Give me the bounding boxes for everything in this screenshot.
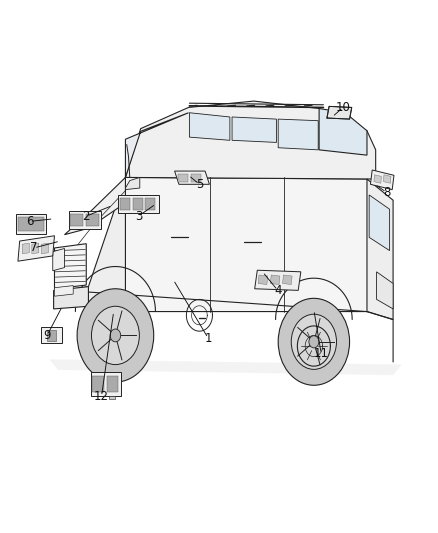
Text: 9: 9: [43, 329, 51, 342]
Polygon shape: [374, 175, 381, 183]
Polygon shape: [92, 376, 104, 392]
Circle shape: [278, 298, 350, 385]
Text: 5: 5: [196, 178, 203, 191]
Polygon shape: [254, 270, 301, 290]
Polygon shape: [283, 275, 292, 285]
Polygon shape: [270, 275, 280, 285]
Polygon shape: [125, 113, 188, 177]
Polygon shape: [278, 119, 318, 150]
Polygon shape: [71, 214, 83, 226]
Polygon shape: [32, 243, 39, 254]
Polygon shape: [22, 243, 29, 254]
Circle shape: [291, 314, 336, 369]
Polygon shape: [54, 244, 86, 289]
Polygon shape: [86, 214, 99, 226]
Circle shape: [309, 336, 319, 348]
Polygon shape: [42, 243, 48, 254]
Circle shape: [92, 306, 139, 365]
Polygon shape: [118, 195, 159, 213]
Polygon shape: [54, 286, 73, 296]
Polygon shape: [41, 327, 62, 343]
Text: 12: 12: [94, 390, 109, 403]
Circle shape: [110, 329, 121, 342]
Text: 10: 10: [336, 101, 350, 114]
Polygon shape: [232, 117, 276, 142]
Polygon shape: [300, 329, 328, 363]
Polygon shape: [125, 101, 376, 179]
Polygon shape: [369, 195, 390, 251]
Polygon shape: [371, 170, 394, 190]
Polygon shape: [53, 248, 64, 271]
Polygon shape: [191, 174, 201, 182]
Polygon shape: [64, 177, 125, 235]
Text: 3: 3: [135, 209, 142, 223]
Polygon shape: [125, 177, 140, 190]
Polygon shape: [16, 214, 46, 234]
Polygon shape: [125, 177, 376, 312]
Polygon shape: [384, 175, 391, 183]
Polygon shape: [189, 113, 230, 140]
Polygon shape: [327, 107, 352, 119]
Polygon shape: [377, 272, 393, 309]
Polygon shape: [178, 174, 187, 182]
Polygon shape: [64, 177, 125, 312]
Text: 8: 8: [383, 186, 390, 199]
Polygon shape: [258, 275, 268, 285]
Text: 6: 6: [26, 215, 33, 228]
Polygon shape: [367, 179, 393, 319]
Polygon shape: [47, 330, 56, 341]
Polygon shape: [107, 376, 118, 392]
Polygon shape: [18, 236, 54, 261]
Polygon shape: [18, 217, 44, 231]
Polygon shape: [319, 109, 367, 155]
Text: 11: 11: [314, 348, 329, 360]
Polygon shape: [53, 287, 88, 309]
Polygon shape: [145, 198, 155, 210]
Polygon shape: [175, 171, 209, 184]
Polygon shape: [69, 211, 101, 229]
Text: 7: 7: [30, 241, 38, 254]
Text: 2: 2: [82, 209, 90, 223]
Polygon shape: [110, 397, 115, 399]
Polygon shape: [91, 372, 121, 396]
Text: 1: 1: [205, 332, 212, 344]
Polygon shape: [133, 198, 142, 210]
Text: 4: 4: [274, 284, 282, 297]
Polygon shape: [120, 198, 130, 210]
Circle shape: [77, 289, 154, 382]
Polygon shape: [49, 359, 402, 375]
